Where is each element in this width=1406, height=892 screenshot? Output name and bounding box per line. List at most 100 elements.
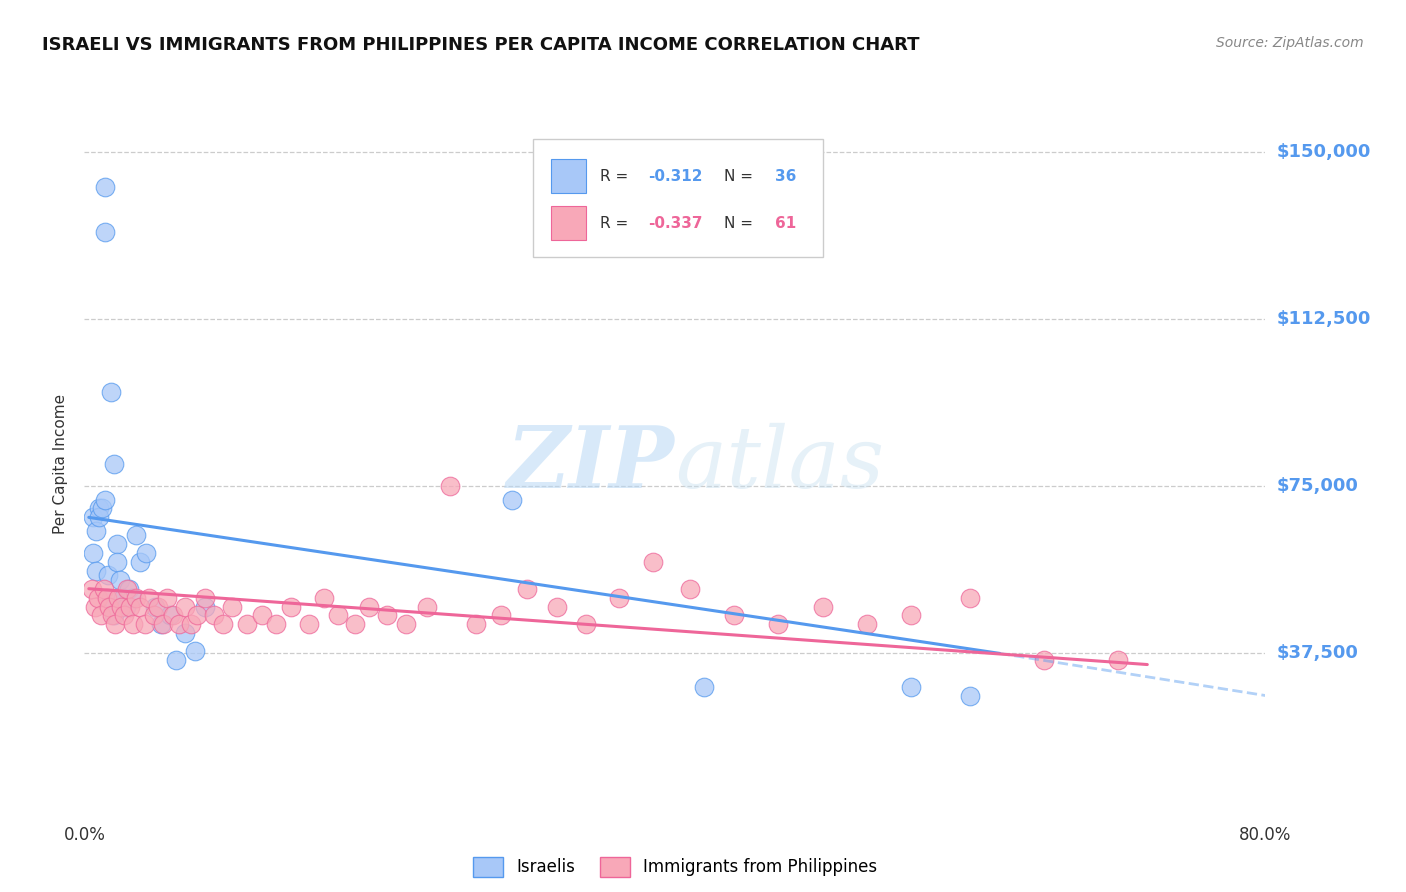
Point <box>312 591 335 605</box>
Point <box>607 591 630 605</box>
Point <box>120 599 142 614</box>
Point <box>125 528 148 542</box>
Y-axis label: Per Capita Income: Per Capita Income <box>53 393 69 534</box>
Point <box>489 608 512 623</box>
Point <box>575 617 598 632</box>
Point <box>959 689 981 703</box>
Point <box>142 608 165 623</box>
Point <box>105 555 128 569</box>
Point <box>101 608 124 623</box>
Point <box>250 608 273 623</box>
Point <box>900 608 922 623</box>
Point <box>121 591 143 605</box>
Point <box>87 501 111 516</box>
Text: Source: ZipAtlas.com: Source: ZipAtlas.com <box>1216 36 1364 50</box>
Point <box>416 599 439 614</box>
Point <box>91 501 114 516</box>
Point <box>143 599 166 614</box>
Point <box>194 591 217 605</box>
Text: 36: 36 <box>775 169 797 184</box>
Text: $75,000: $75,000 <box>1277 477 1358 495</box>
Point <box>811 599 834 614</box>
Point <box>125 591 148 605</box>
Point <box>501 492 523 507</box>
Point <box>768 617 790 632</box>
Point <box>115 582 138 596</box>
Point <box>83 599 105 614</box>
Point <box>180 617 202 632</box>
Legend: Israelis, Immigrants from Philippines: Israelis, Immigrants from Philippines <box>465 850 884 884</box>
Point <box>84 564 107 578</box>
Text: ZIP: ZIP <box>508 422 675 506</box>
Point <box>148 599 170 614</box>
Point <box>162 608 184 623</box>
Point <box>1032 653 1054 667</box>
Point <box>395 617 418 632</box>
Point <box>221 599 243 614</box>
Point <box>114 599 136 614</box>
Point <box>110 599 132 614</box>
Point <box>103 608 125 623</box>
Point <box>678 582 700 596</box>
Text: atlas: atlas <box>675 423 884 505</box>
Point <box>112 608 135 623</box>
Point <box>375 608 398 623</box>
Point <box>194 599 217 614</box>
Point <box>98 599 121 614</box>
Point <box>84 524 107 538</box>
Point <box>641 555 664 569</box>
Point <box>165 653 187 667</box>
Point <box>111 591 134 605</box>
Point <box>135 546 157 560</box>
Point <box>186 608 208 623</box>
Point <box>235 617 259 632</box>
Point <box>103 457 125 471</box>
Point <box>167 617 190 632</box>
Point <box>280 599 302 614</box>
Point <box>94 225 117 239</box>
Point <box>108 573 131 587</box>
Point <box>298 617 321 632</box>
Point <box>464 617 486 632</box>
Bar <box>551 206 586 241</box>
Point <box>212 617 235 632</box>
Point <box>134 617 156 632</box>
Point <box>86 591 108 605</box>
Point <box>184 644 207 658</box>
Point <box>104 617 127 632</box>
Point <box>87 510 111 524</box>
Point <box>105 537 128 551</box>
Point <box>82 510 104 524</box>
Point <box>516 582 538 596</box>
Point <box>94 180 117 194</box>
Point <box>1107 653 1129 667</box>
Point <box>129 555 152 569</box>
Point <box>90 608 112 623</box>
Point <box>855 617 877 632</box>
Text: $37,500: $37,500 <box>1277 644 1358 663</box>
Point <box>173 599 195 614</box>
Point <box>693 680 716 694</box>
Point <box>94 492 117 507</box>
Point <box>159 608 181 623</box>
Text: -0.337: -0.337 <box>648 216 702 231</box>
Text: R =: R = <box>600 169 634 184</box>
Bar <box>551 159 586 194</box>
Point <box>328 608 350 623</box>
Text: 61: 61 <box>775 216 797 231</box>
Point <box>900 680 922 694</box>
Point <box>100 385 122 400</box>
Text: -0.312: -0.312 <box>648 169 702 184</box>
Point <box>118 582 141 596</box>
Point <box>343 617 366 632</box>
FancyBboxPatch shape <box>533 139 823 257</box>
Point <box>80 582 103 596</box>
Text: $112,500: $112,500 <box>1277 310 1371 328</box>
Point <box>82 546 104 560</box>
Point <box>723 608 745 623</box>
Text: N =: N = <box>724 216 758 231</box>
Point <box>138 591 160 605</box>
Point <box>202 608 225 623</box>
Point <box>96 591 118 605</box>
Point <box>152 617 174 632</box>
